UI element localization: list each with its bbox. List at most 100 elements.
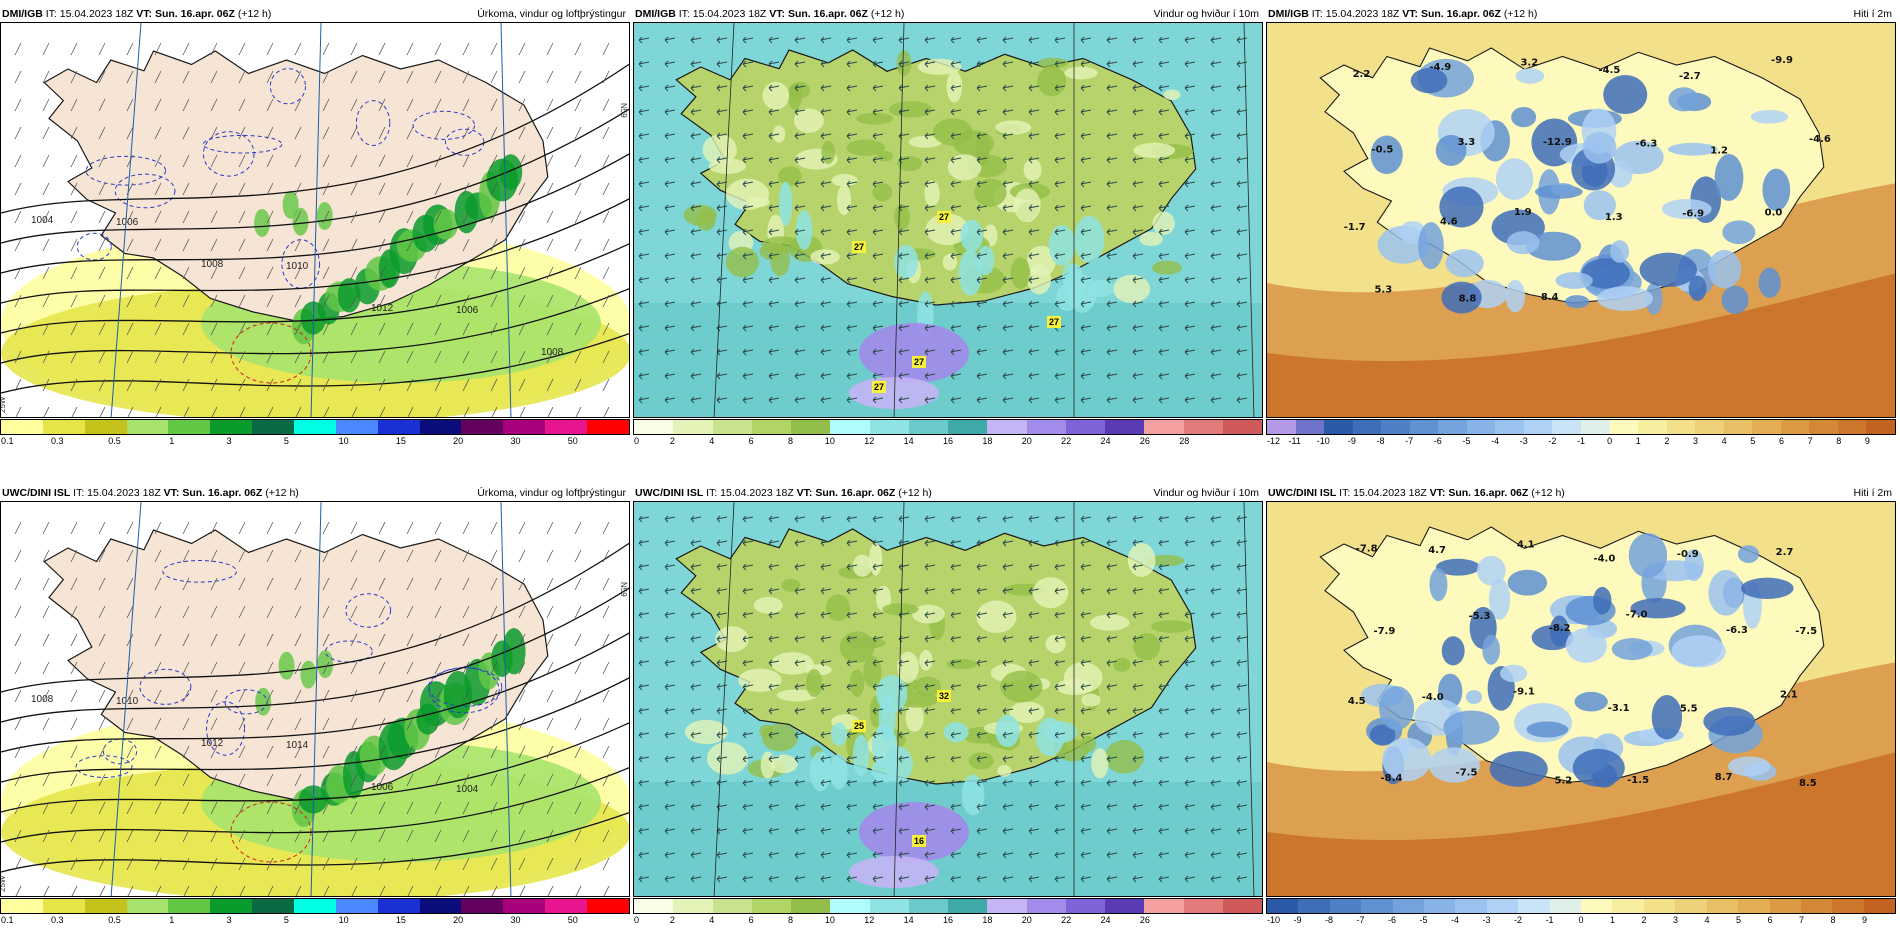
wind-arrow	[1184, 755, 1196, 763]
wind-arrow	[898, 731, 910, 739]
wind-arrow	[664, 132, 676, 140]
wind-barb	[210, 294, 218, 308]
wind-arrow	[1054, 539, 1066, 547]
wind-barb	[155, 406, 162, 417]
wind-barb	[407, 885, 414, 896]
wind-speed-patch	[1032, 577, 1069, 609]
wind-barb	[294, 98, 302, 112]
wind-arrow	[820, 348, 832, 356]
wind-arrow	[716, 204, 728, 212]
wind-arrow	[1158, 755, 1170, 763]
wind-arrow	[1080, 875, 1092, 883]
wind-arrow	[1054, 635, 1066, 643]
wind-barb	[211, 406, 218, 417]
wind-arrow	[898, 276, 910, 284]
cold-temp-patch	[1550, 183, 1576, 196]
wind-barb	[462, 378, 470, 392]
wind-barb	[42, 829, 50, 843]
legend-tick-label: -11	[1288, 436, 1301, 446]
wind-speed-patch	[1063, 662, 1103, 693]
wind-barb	[434, 154, 442, 168]
wind-speed-patch	[1127, 542, 1156, 577]
wind-arrow	[1002, 851, 1014, 859]
wind-arrow	[1002, 875, 1014, 883]
wind-barb	[518, 154, 526, 168]
wind-barb	[70, 857, 78, 871]
wind-arrow	[1236, 36, 1248, 44]
wind-barb	[546, 717, 554, 731]
wind-arrow	[1080, 515, 1092, 523]
wind-barb	[518, 42, 526, 56]
legend-tick-label: 15	[395, 915, 406, 925]
wind-barb	[266, 717, 274, 731]
wind-speed-patch	[1087, 280, 1114, 297]
legend-swatch	[252, 899, 295, 913]
legend-tick-label: 1	[1609, 915, 1616, 925]
gust-label-box	[912, 835, 926, 847]
wind-speed-patch	[771, 652, 814, 675]
wind-barb	[602, 829, 610, 843]
wind-barb	[462, 238, 470, 252]
wind-barb	[182, 42, 190, 56]
wind-arrow	[638, 156, 650, 164]
isotherm-contour	[428, 667, 503, 707]
wind-speed-patch	[1152, 211, 1175, 235]
wind-arrow	[1184, 707, 1196, 715]
wind-barb	[70, 717, 78, 731]
wind-barb	[378, 577, 386, 591]
wind-arrow	[1054, 875, 1066, 883]
wind-arrow	[820, 156, 832, 164]
legend-tick-label: 15	[395, 436, 406, 446]
wind-arrow	[664, 875, 676, 883]
temp-value-label: 2.1	[1780, 690, 1798, 701]
temp-value-label: -9.9	[1771, 55, 1793, 66]
wind-barb	[14, 801, 22, 815]
legend-tick-label: 6	[748, 436, 754, 446]
valid-prefix: VT:	[163, 487, 180, 499]
map-canvas: 2.2-4.9 3.2-4.5-2.7-9.9-0.53.3 -12.9 -6.31.…	[1267, 23, 1895, 417]
wind-arrow	[1158, 563, 1170, 571]
wind-barb	[602, 98, 610, 112]
meridian-line	[713, 502, 735, 896]
map-panel-uwc-temp: UWC/DINI ISL IT: 15.04.2023 18Z VT: Sun.…	[1266, 485, 1896, 935]
panel-title: Hiti í 2m	[1853, 8, 1892, 20]
wind-speed-patch	[925, 213, 969, 246]
wind-arrow	[872, 324, 884, 332]
wind-arrow	[1054, 108, 1066, 116]
wind-arrow	[924, 539, 936, 547]
wind-arrow	[976, 539, 988, 547]
wind-barb	[350, 773, 358, 787]
wind-arrow	[1158, 276, 1170, 284]
cold-temp-patch	[1441, 636, 1465, 666]
wind-speed-patch	[725, 178, 770, 210]
wind-arrow	[1184, 60, 1196, 68]
wind-arrow	[924, 827, 936, 835]
legend-tick-label: -3	[1519, 436, 1528, 446]
wind-arrow	[924, 324, 936, 332]
wind-arrow	[716, 683, 728, 691]
wind-arrow	[1184, 372, 1196, 380]
wind-barb	[378, 745, 386, 759]
wind-arrow	[976, 60, 988, 68]
legend-tick-label: 3	[226, 436, 232, 446]
wind-arrow	[742, 851, 754, 859]
wind-arrow	[1028, 60, 1040, 68]
wind-barb	[323, 885, 330, 896]
wind-arrow	[976, 635, 988, 643]
legend-tick-label: 7	[1807, 436, 1813, 446]
wind-barb	[490, 717, 498, 731]
wind-arrow	[1002, 252, 1014, 260]
isotherm-contour	[345, 593, 392, 628]
wind-arrow	[690, 635, 702, 643]
wind-barb	[42, 182, 50, 196]
wind-barb	[350, 661, 358, 675]
legend-tick-label: 10	[338, 915, 349, 925]
wind-barb	[183, 885, 190, 896]
isotherm-contour	[85, 155, 167, 186]
isobar-line	[1, 333, 629, 394]
wind-barb	[210, 98, 218, 112]
legend-tick-label: 6	[748, 915, 754, 925]
wind-barb	[154, 322, 162, 336]
wind-barb	[518, 378, 526, 392]
wind-arrow	[1054, 396, 1066, 404]
